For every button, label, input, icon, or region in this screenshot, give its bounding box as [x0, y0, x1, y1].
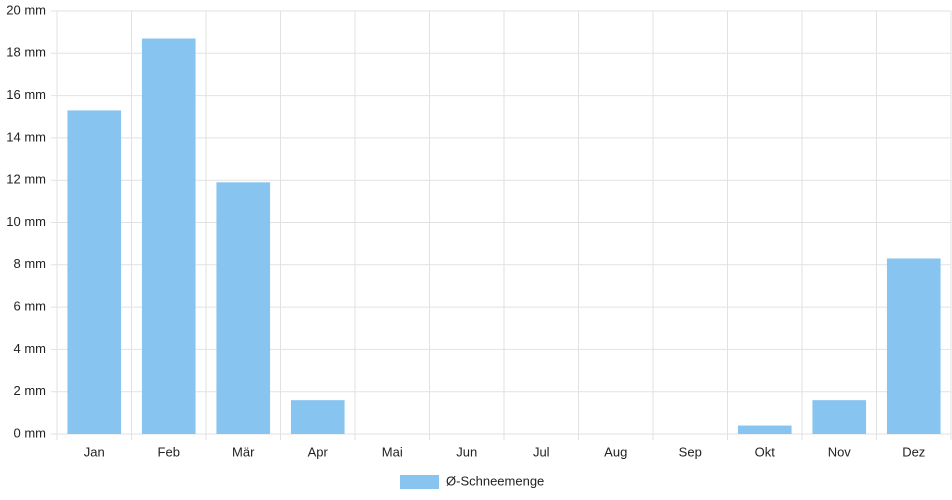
x-tick-label: Jan	[84, 444, 105, 459]
x-tick-label: Aug	[604, 444, 627, 459]
bar	[141, 38, 196, 435]
bar	[812, 400, 867, 434]
y-tick-label: 0 mm	[14, 425, 47, 440]
bar	[737, 425, 792, 434]
bar	[886, 258, 941, 434]
x-tick-label: Nov	[828, 444, 852, 459]
y-tick-label: 12 mm	[6, 172, 46, 187]
y-tick-label: 16 mm	[6, 87, 46, 102]
y-tick-label: 10 mm	[6, 214, 46, 229]
legend-label: Ø-Schneemenge	[446, 473, 544, 488]
x-tick-label: Mai	[382, 444, 403, 459]
y-tick-label: 4 mm	[14, 341, 47, 356]
y-tick-label: 18 mm	[6, 45, 46, 60]
x-tick-label: Jun	[456, 444, 477, 459]
x-tick-label: Feb	[158, 444, 180, 459]
x-tick-label: Apr	[308, 444, 329, 459]
x-tick-label: Dez	[902, 444, 925, 459]
y-tick-label: 2 mm	[14, 383, 47, 398]
x-tick-label: Mär	[232, 444, 255, 459]
x-tick-label: Jul	[533, 444, 550, 459]
bar	[67, 110, 122, 434]
x-tick-label: Okt	[755, 444, 776, 459]
bar	[290, 400, 345, 434]
y-tick-label: 14 mm	[6, 129, 46, 144]
y-tick-label: 20 mm	[6, 2, 46, 17]
legend-swatch	[400, 475, 439, 489]
bar	[216, 182, 271, 434]
y-tick-label: 8 mm	[14, 256, 47, 271]
y-tick-label: 6 mm	[14, 299, 47, 314]
x-tick-label: Sep	[679, 444, 702, 459]
